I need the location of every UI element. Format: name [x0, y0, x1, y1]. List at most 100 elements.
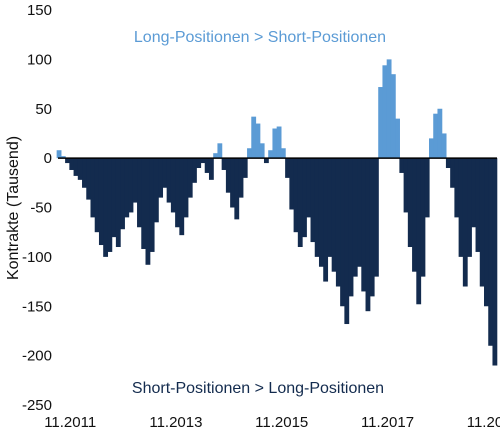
bar-point: [90, 158, 96, 218]
bar-point: [429, 138, 434, 159]
bar-point: [488, 158, 494, 346]
bar-point: [183, 158, 189, 218]
bar-point: [69, 158, 75, 170]
bar-point: [128, 158, 134, 213]
bar-point: [234, 158, 240, 220]
bar-point: [344, 158, 350, 325]
x-tick-label: 11.2017: [361, 414, 414, 431]
bar-point: [331, 158, 337, 272]
bar-point: [407, 158, 413, 248]
y-tick-label: -50: [30, 200, 52, 217]
bar-point: [458, 158, 464, 257]
bar-point: [467, 158, 472, 257]
bar-point: [361, 158, 367, 292]
bar-point: [230, 158, 235, 208]
bar-point: [327, 158, 333, 257]
bar-point: [302, 158, 307, 238]
annotation-short-greater-long: Short-Positionen > Long-Positionen: [132, 380, 384, 397]
y-tick-label: -100: [22, 249, 52, 266]
bar-point: [365, 158, 371, 312]
y-tick-label: -150: [22, 298, 52, 315]
bar-point: [268, 150, 274, 159]
bar-point: [297, 158, 303, 248]
bar-point: [179, 158, 185, 236]
bar-point: [386, 59, 392, 159]
bar-point: [314, 158, 320, 257]
bar-point: [204, 158, 210, 173]
bar-point: [82, 158, 87, 188]
bar-point: [166, 158, 172, 203]
bar-point: [420, 158, 426, 277]
bar-point: [310, 158, 316, 243]
bar-point: [484, 158, 489, 307]
bar-point: [94, 158, 100, 233]
bar-point: [141, 158, 147, 249]
bar-point: [132, 158, 138, 203]
bar-point: [399, 158, 405, 173]
bar-point: [196, 158, 202, 169]
bar-point: [60, 156, 66, 159]
x-tick-label: 11.2019: [467, 414, 500, 431]
bar-point: [225, 158, 231, 193]
bar-point: [238, 158, 244, 198]
bar-point: [162, 158, 168, 188]
bar-point: [255, 123, 261, 159]
bar-point: [192, 158, 197, 183]
bar-point: [433, 113, 439, 159]
bar-point: [475, 158, 481, 252]
y-tick-label: 100: [27, 51, 52, 68]
bar-point: [293, 158, 299, 233]
bar-point: [175, 158, 180, 228]
bar-point: [479, 158, 485, 287]
bar-point: [357, 158, 362, 267]
y-tick-label: -250: [22, 397, 52, 414]
bar-point: [103, 158, 109, 257]
bar-point: [450, 158, 455, 188]
bar-point: [124, 158, 130, 218]
y-axis-label: Kontrakte (Tausend): [5, 136, 22, 280]
bar-point: [369, 158, 375, 297]
bar-point: [200, 158, 206, 164]
bar-point: [424, 158, 430, 218]
bar-point: [86, 158, 92, 200]
bar-point: [251, 116, 257, 159]
x-tick-label: 11.2011: [44, 414, 96, 431]
bar-point: [306, 158, 312, 218]
bar-point: [73, 158, 79, 176]
y-tick-label: 0: [44, 150, 52, 167]
bar-point: [217, 143, 223, 159]
bar-point: [137, 158, 142, 228]
bar-point: [145, 158, 151, 265]
x-tick-label: 11.2015: [255, 414, 308, 431]
bar-point: [412, 158, 417, 272]
bar-point: [120, 158, 125, 230]
bar-point: [149, 158, 155, 252]
bar-point: [77, 158, 83, 180]
bar-point: [65, 158, 70, 164]
bar-point: [492, 158, 498, 366]
bar-point: [56, 150, 62, 159]
bar-point: [272, 128, 278, 159]
bar-point: [289, 158, 295, 210]
bar-point: [323, 158, 329, 282]
bar-point: [382, 65, 388, 159]
bar-point: [285, 158, 290, 178]
bar-point: [318, 158, 324, 267]
bar-point: [107, 158, 113, 252]
bar-point: [390, 74, 396, 159]
bar-point: [153, 158, 159, 223]
y-tick-label: -200: [22, 348, 52, 365]
y-axis-ticks: 150 100 50 0 -50 -100 -150 -200 -250: [22, 2, 52, 414]
bar-point: [462, 158, 468, 287]
bar-point: [111, 158, 117, 238]
bar-point: [471, 158, 477, 228]
bar-point: [170, 158, 176, 213]
bar-point: [276, 126, 282, 159]
bar-point: [378, 87, 384, 159]
plot-area: [56, 59, 498, 366]
bar-point: [213, 153, 219, 159]
bar-point: [187, 158, 193, 198]
x-tick-label: 11.2013: [149, 414, 202, 431]
bar-point: [259, 143, 265, 159]
